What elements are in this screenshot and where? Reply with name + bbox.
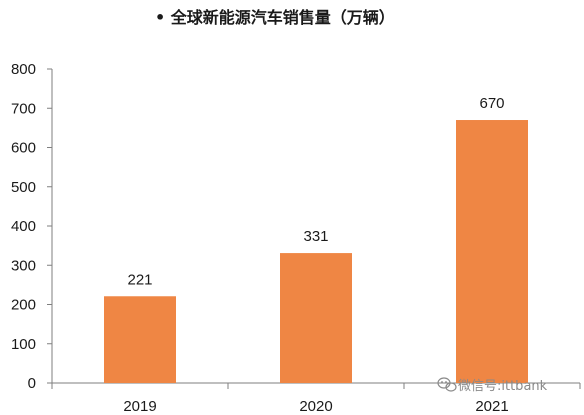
y-tick-label: 600 <box>11 140 36 157</box>
watermark: 微信号:ittbank <box>437 377 548 394</box>
bars <box>104 120 528 384</box>
x-tick-label: 2021 <box>475 398 508 415</box>
bar-2020 <box>280 253 352 383</box>
data-label: 221 <box>127 271 152 288</box>
y-tick-label: 500 <box>11 179 36 196</box>
y-tick-label: 400 <box>11 218 36 235</box>
x-tick-label: 2020 <box>299 398 332 415</box>
bar-2021 <box>456 120 528 384</box>
y-tick-label: 700 <box>11 100 36 117</box>
y-axis: 0 100 200 300 400 500 600 700 800 <box>11 61 53 392</box>
x-tick-label: 2019 <box>123 398 156 415</box>
y-tick-label: 200 <box>11 297 36 314</box>
data-label: 331 <box>303 228 328 245</box>
y-tick-label: 800 <box>11 61 36 78</box>
wechat-icon <box>437 377 457 392</box>
bar-2019 <box>104 296 176 383</box>
watermark-text: 微信号:ittbank <box>458 379 548 394</box>
y-tick-label: 100 <box>11 336 36 353</box>
data-labels: 221 331 670 <box>127 95 504 288</box>
y-tick-label: 0 <box>28 375 36 392</box>
chart-title: • 全球新能源汽车销售量（万辆） <box>155 8 395 27</box>
data-label: 670 <box>479 95 504 112</box>
y-tick-label: 300 <box>11 257 36 274</box>
